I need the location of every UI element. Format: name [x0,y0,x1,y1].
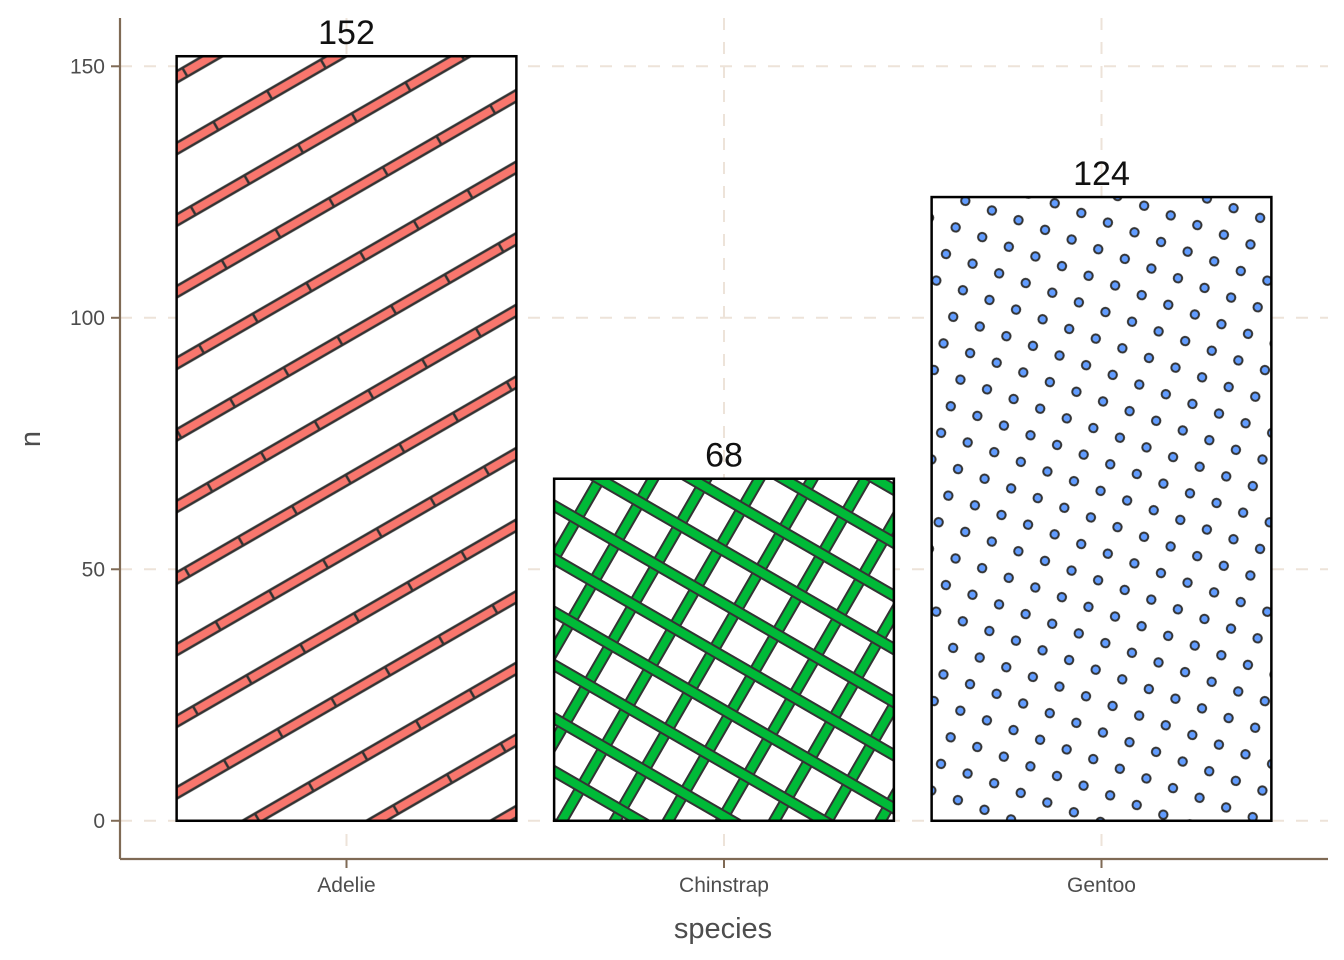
y-tick-label: 100 [70,307,105,330]
bar-gentoo [930,195,1273,823]
x-tick-label-chinstrap: Chinstrap [679,874,769,897]
data-labels: 152 68 124 [318,14,1130,475]
ticks: 0 50 100 150 Adelie Chinstrap Gentoo [70,55,1136,897]
data-label-gentoo: 124 [1073,155,1130,193]
y-tick-label: 0 [93,810,105,833]
data-label-adelie: 152 [318,14,375,52]
y-tick-label: 50 [82,558,105,581]
x-tick-label-gentoo: Gentoo [1067,874,1136,897]
bars [175,54,1273,823]
x-tick-label-adelie: Adelie [317,874,375,897]
x-axis-title: species [674,913,772,945]
data-label-chinstrap: 68 [705,437,743,475]
y-axis-title: n [15,431,47,447]
bar-adelie [175,54,518,823]
y-tick-label: 150 [70,55,105,78]
bar-chinstrap [552,477,896,823]
